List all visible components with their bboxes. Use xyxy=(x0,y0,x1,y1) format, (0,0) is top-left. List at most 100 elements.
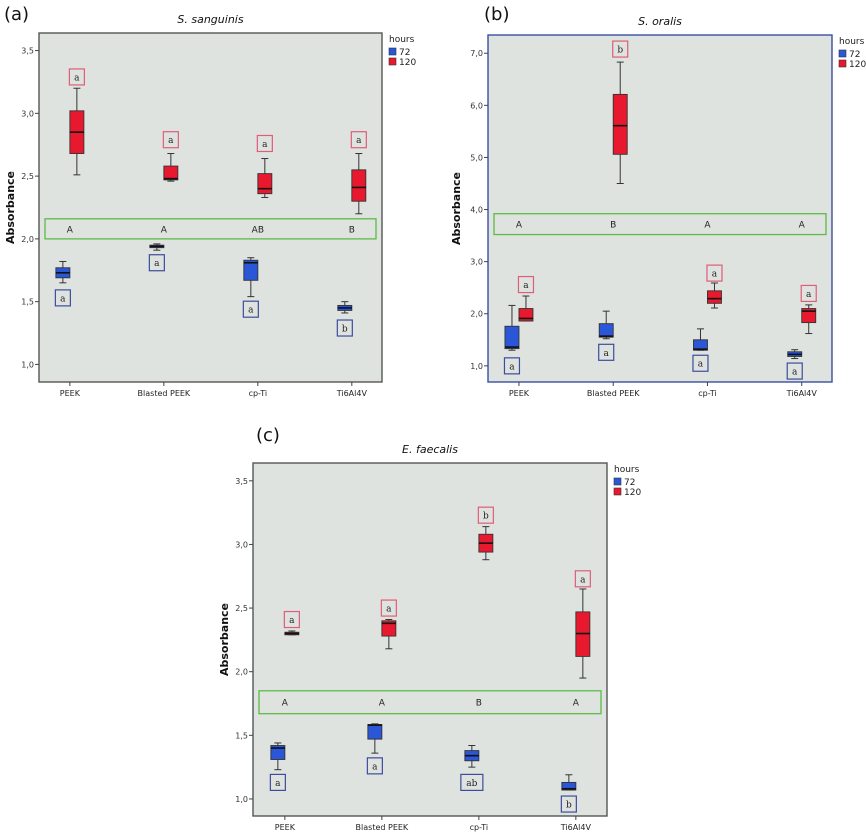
group-band xyxy=(44,218,377,240)
significance-letter: ab xyxy=(466,779,477,789)
box-iqr xyxy=(598,323,614,338)
legend-item-label: 72 xyxy=(624,478,635,488)
box-72-0: a xyxy=(503,304,521,375)
significance-letter: a xyxy=(289,616,295,626)
y-tick-label: 4,0 xyxy=(470,206,483,215)
chart-title: S. oralis xyxy=(638,15,682,28)
significance-letter: a xyxy=(275,779,281,789)
y-tick-label: 1,5 xyxy=(21,298,34,307)
x-tick-label: Blasted PEEK xyxy=(138,389,191,398)
group-band xyxy=(258,690,602,715)
y-tick-label: 2,0 xyxy=(470,310,483,319)
y-tick-label: 2,5 xyxy=(21,172,34,181)
y-tick-label: 1,0 xyxy=(470,362,483,371)
significance-box xyxy=(692,354,709,372)
group-letter: A xyxy=(67,225,74,235)
legend-item-label: 120 xyxy=(624,488,641,498)
significance-box xyxy=(612,40,629,58)
x-tick-label: PEEK xyxy=(275,823,296,832)
box-iqr xyxy=(351,169,367,202)
group-letter: A xyxy=(704,221,711,231)
legend-title: hours xyxy=(389,35,415,45)
box-iqr xyxy=(367,724,383,740)
plot-area xyxy=(252,462,608,817)
significance-letter: a xyxy=(712,270,718,280)
box-120-0: a xyxy=(283,610,300,636)
box-72-2: a xyxy=(692,328,709,372)
group-letter: A xyxy=(379,699,386,709)
group-letter: B xyxy=(610,221,616,231)
box-120-2: a xyxy=(256,134,273,198)
x-tick-label: Ti6Al4V xyxy=(786,389,818,398)
significance-letter: a xyxy=(248,306,254,316)
panel-c: (c) E. faecalis Absorbance 1,0 1,5 2,0 2,5 3,0 3… xyxy=(218,425,641,832)
significance-letter: a xyxy=(698,360,704,370)
group-letter: AB xyxy=(252,225,264,235)
significance-letter: a xyxy=(372,762,378,772)
legend-swatch xyxy=(613,487,622,496)
box-iqr xyxy=(693,339,708,351)
y-tick-label: 3,0 xyxy=(21,109,34,118)
box-120-3: a xyxy=(350,131,367,215)
box-120-3: a xyxy=(800,284,817,335)
significance-letter: a xyxy=(60,294,66,304)
box-iqr xyxy=(707,290,722,304)
significance-box xyxy=(517,275,535,294)
significance-box xyxy=(706,264,723,282)
significance-box xyxy=(574,570,591,588)
legend-swatch xyxy=(388,47,397,56)
y-tick-label: 5,0 xyxy=(470,153,483,162)
significance-box xyxy=(148,254,165,272)
significance-letter: a xyxy=(509,362,515,372)
significance-letter: a xyxy=(154,259,160,269)
group-band xyxy=(493,213,827,236)
panel-label: (b) xyxy=(484,4,509,25)
significance-letter: a xyxy=(262,140,268,150)
box-iqr xyxy=(270,745,286,760)
group-letter: A xyxy=(799,221,806,231)
box-72-3: b xyxy=(336,301,353,337)
significance-box xyxy=(283,610,300,629)
chart-title: E. faecalis xyxy=(402,443,458,456)
significance-letter: a xyxy=(580,575,586,585)
significance-box xyxy=(380,599,397,617)
significance-box xyxy=(68,68,85,86)
box-72-3: b xyxy=(560,774,577,813)
significance-letter: b xyxy=(566,801,572,811)
significance-letter: a xyxy=(356,136,362,146)
significance-box xyxy=(460,773,484,792)
significance-box xyxy=(242,300,259,318)
significance-box xyxy=(800,284,817,303)
box-72-1: a xyxy=(148,243,165,272)
box-iqr xyxy=(504,325,520,350)
y-tick-label: 1,0 xyxy=(235,795,248,804)
box-120-2: b xyxy=(477,506,494,561)
significance-box xyxy=(162,131,179,149)
y-tick-label: 2,0 xyxy=(21,235,34,244)
significance-box xyxy=(54,289,71,307)
plot-area xyxy=(487,34,833,383)
box-120-1: a xyxy=(380,599,397,650)
x-tick-label: cp-Ti xyxy=(470,823,489,832)
box-120-2: a xyxy=(706,264,723,309)
legend-title: hours xyxy=(614,465,640,475)
significance-box xyxy=(560,795,577,813)
significance-box xyxy=(336,319,353,337)
box-iqr xyxy=(381,620,397,637)
y-tick-label: 7,0 xyxy=(470,49,483,58)
box-72-2: a xyxy=(242,257,259,318)
legend-swatch xyxy=(838,49,847,58)
box-120-1: a xyxy=(162,131,179,182)
significance-letter: a xyxy=(604,349,610,359)
group-letter: B xyxy=(476,699,482,709)
panel-label: (c) xyxy=(256,425,280,446)
legend-swatch xyxy=(613,477,622,486)
group-letter: A xyxy=(282,699,289,709)
significance-box xyxy=(598,343,615,361)
legend-swatch xyxy=(388,57,397,66)
box-iqr xyxy=(612,93,628,155)
x-tick-label: cp-Ti xyxy=(249,389,268,398)
